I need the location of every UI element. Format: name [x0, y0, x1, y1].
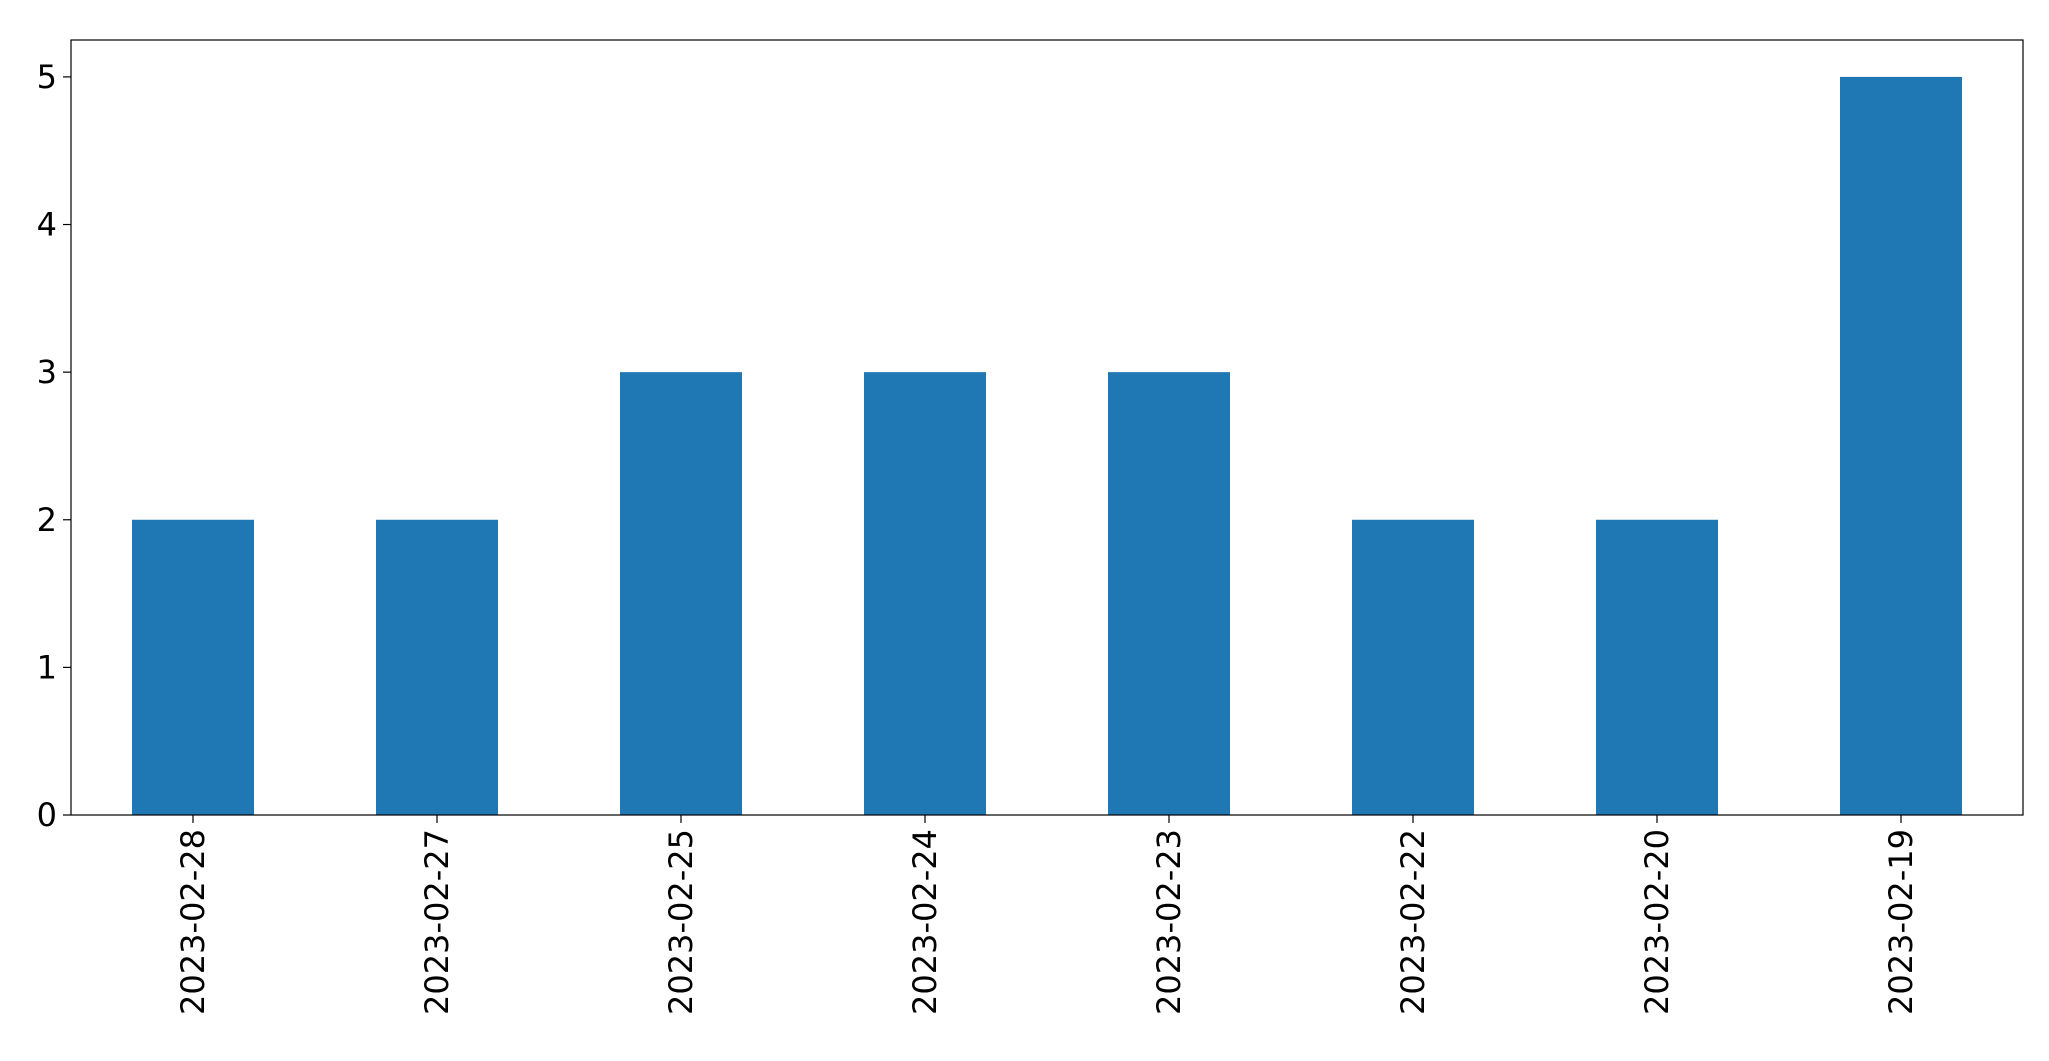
- x-tick-label: 2023-02-20: [1638, 829, 1676, 1015]
- y-tick-label: 1: [37, 648, 57, 686]
- bar-2023-02-28: [132, 519, 254, 815]
- bars-layer: [132, 76, 1962, 815]
- y-tick-label: 0: [37, 796, 57, 834]
- x-tick-label: 2023-02-22: [1394, 829, 1432, 1015]
- y-tick-label: 5: [37, 58, 57, 96]
- x-tick-label: 2023-02-25: [662, 829, 700, 1015]
- bar-2023-02-20: [1596, 519, 1718, 815]
- bar-2023-02-19: [1840, 76, 1962, 815]
- x-tick-label: 2023-02-28: [174, 829, 212, 1015]
- y-tick-label: 2: [37, 501, 57, 539]
- x-tick-label: 2023-02-24: [906, 829, 944, 1015]
- bar-2023-02-22: [1352, 519, 1474, 815]
- bar-2023-02-27: [376, 519, 498, 815]
- x-tick-label: 2023-02-27: [418, 829, 456, 1015]
- bar-2023-02-23: [1108, 372, 1230, 815]
- y-tick-label: 4: [37, 206, 57, 244]
- plot-frame: [70, 39, 2024, 816]
- x-axis: 2023-02-28 2023-02-27 2023-02-25 2023-02-24…: [174, 815, 1920, 1015]
- y-axis: 0 1 2 3 4 5: [37, 58, 71, 834]
- bar-2023-02-24: [864, 372, 986, 815]
- y-tick-label: 3: [37, 353, 57, 391]
- bar-2023-02-25: [620, 372, 742, 815]
- x-tick-label: 2023-02-23: [1150, 829, 1188, 1015]
- x-tick-label: 2023-02-19: [1882, 829, 1920, 1015]
